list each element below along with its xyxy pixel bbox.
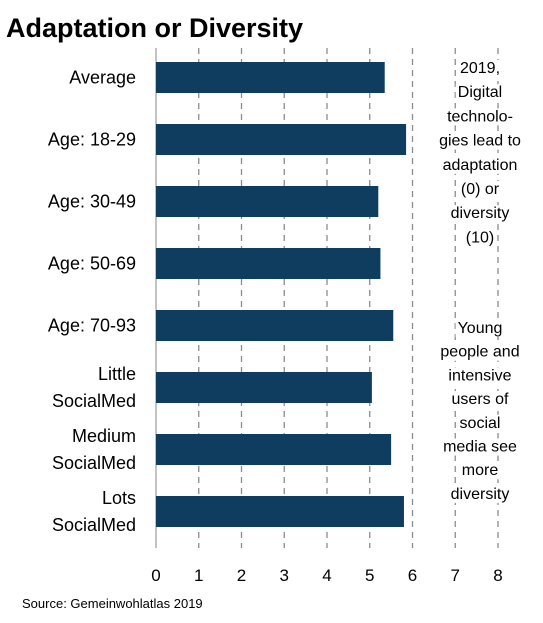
category-label: Little <box>98 364 136 384</box>
annotation-bg <box>457 60 503 77</box>
bar <box>156 372 372 403</box>
bar <box>156 496 404 527</box>
annotation-bg <box>455 84 505 102</box>
annotation-bg <box>458 181 502 198</box>
annotation-bg <box>438 343 522 361</box>
annotation-bg <box>446 367 514 385</box>
x-tick-label: 2 <box>237 566 246 585</box>
bar <box>156 62 385 93</box>
source-note: Source: Gemeinwohlatlas 2019 <box>22 596 203 611</box>
x-tick-label: 4 <box>322 566 331 585</box>
x-tick-label: 6 <box>408 566 417 585</box>
x-tick-label: 0 <box>151 566 160 585</box>
annotation-bottom: Young people and intensive users of social me… <box>438 320 522 503</box>
category-label: Age: 70-93 <box>48 316 136 336</box>
annotation-bg <box>437 132 524 150</box>
category-label: Medium <box>72 426 136 446</box>
annotation-line: Young <box>458 320 503 337</box>
annotation-line: social <box>460 415 501 432</box>
category-label: Lots <box>102 488 136 508</box>
annotation-bg <box>448 205 512 223</box>
category-label: Average <box>69 68 136 88</box>
annotation-line: people and <box>440 344 519 361</box>
annotation-line: adaptation <box>443 157 518 174</box>
x-tick-label: 1 <box>194 566 203 585</box>
annotation-bg <box>448 485 512 503</box>
category-labels: Average Age: 18-29 Age: 30-49 Age: 50-69 Age… <box>48 68 136 536</box>
category-label: Age: 18-29 <box>48 130 136 150</box>
annotation-bg <box>440 156 520 174</box>
annotation-bg <box>455 320 505 337</box>
bars <box>156 62 407 527</box>
bar <box>156 434 392 465</box>
bar <box>156 186 379 217</box>
bar <box>156 248 381 279</box>
x-tick-label: 5 <box>365 566 374 585</box>
category-label: SocialMed <box>52 453 136 473</box>
annotation-line: diversity <box>451 205 510 222</box>
x-tick-label: 3 <box>280 566 289 585</box>
annotation-line: 2019, <box>460 60 500 77</box>
annotation-line: diversity <box>451 486 510 503</box>
annotation-line: more <box>462 462 499 479</box>
category-label: Age: 50-69 <box>48 254 136 274</box>
annotation-bg <box>457 414 503 432</box>
chart-title: Adaptation or Diversity <box>6 13 303 43</box>
annotation-line: gies lead to <box>439 133 521 150</box>
bar <box>156 310 394 341</box>
x-tick-label: 8 <box>493 566 502 585</box>
annotation-line: (0) or <box>461 181 500 198</box>
annotation-line: users of <box>452 391 509 408</box>
x-tick-label: 7 <box>451 566 460 585</box>
annotation-line: media see <box>443 439 517 456</box>
annotation-line: intensive <box>448 367 511 384</box>
x-axis-ticks: 0 1 2 3 4 5 6 7 8 <box>151 566 502 585</box>
annotation-bg <box>463 229 497 247</box>
category-label: Age: 30-49 <box>48 192 136 212</box>
annotation-bg <box>445 108 515 126</box>
annotation-line: Digital <box>458 84 502 101</box>
annotation-line: technolo- <box>447 108 513 125</box>
bar <box>156 124 407 155</box>
category-label: SocialMed <box>52 515 136 535</box>
annotation-bg <box>459 462 501 480</box>
annotation-bg <box>449 391 512 409</box>
annotation-bg <box>441 438 520 456</box>
category-label: SocialMed <box>52 391 136 411</box>
annotation-line: (10) <box>466 229 494 246</box>
annotation-top: 2019, Digital technolo-gies lead to adaptat… <box>437 60 524 247</box>
